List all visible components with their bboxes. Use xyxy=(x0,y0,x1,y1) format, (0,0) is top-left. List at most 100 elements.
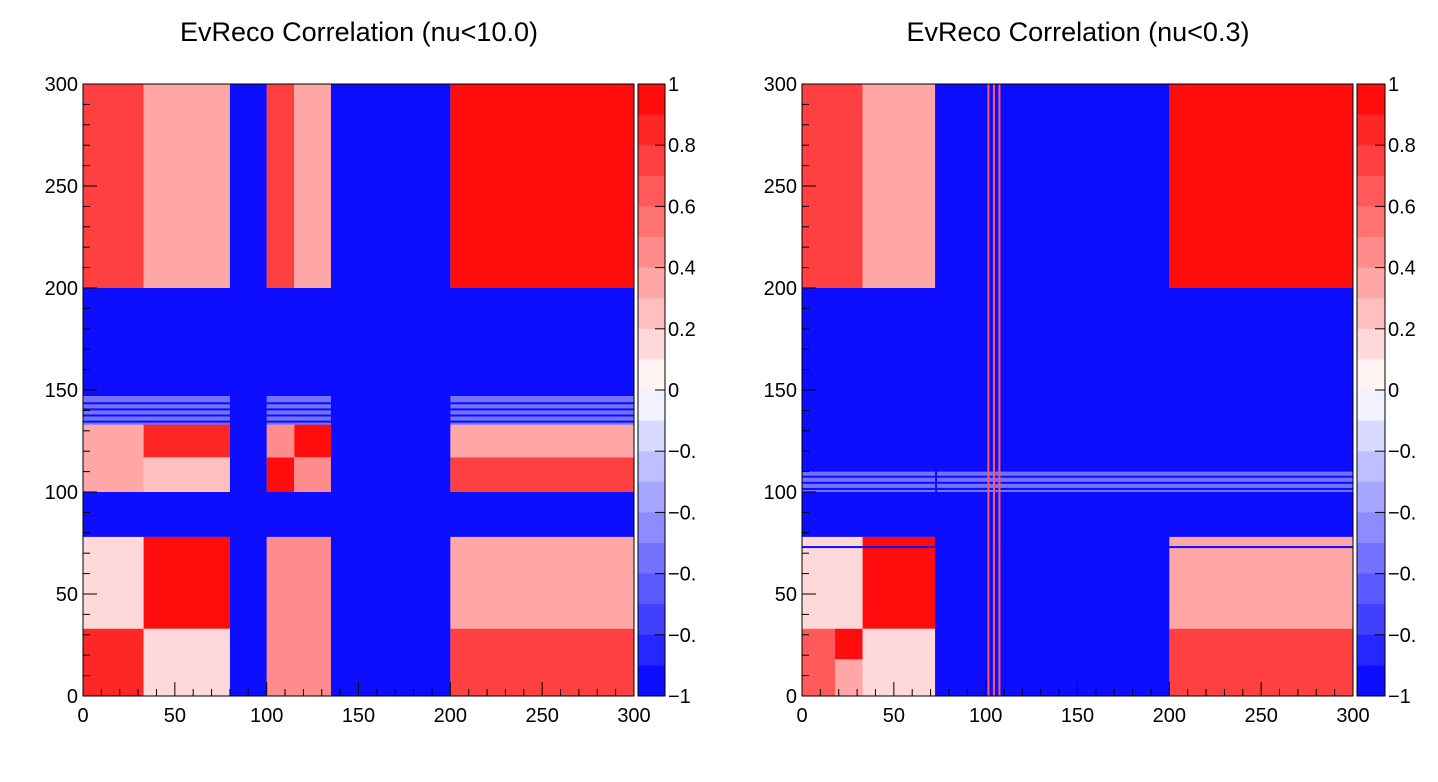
palette-swatch xyxy=(638,390,665,422)
x-tick-label: 300 xyxy=(1336,705,1369,727)
palette-swatch xyxy=(638,114,665,146)
palette-swatch xyxy=(1357,573,1385,605)
heatmap-row-line xyxy=(802,481,1353,484)
palette-tick-label: 0 xyxy=(1388,380,1399,402)
palette-tick-label: −0. xyxy=(1388,502,1416,524)
palette-tick-label: 0.6 xyxy=(1388,196,1416,218)
y-tick-label: 300 xyxy=(764,74,797,96)
heatmap-cell xyxy=(294,457,331,492)
palette-tick-label: 0.2 xyxy=(668,319,696,341)
x-tick-label: 300 xyxy=(617,705,650,727)
left-heatmap: 0 50 100 150 200 250 300 0 50 100 150 200 250 300 1 0.8… xyxy=(45,74,697,727)
palette-swatch xyxy=(638,328,665,360)
heatmap-row-line xyxy=(83,420,634,423)
y-tick-label: 200 xyxy=(45,278,78,300)
palette-tick-label: 1 xyxy=(1388,74,1399,96)
palette-swatch xyxy=(638,634,665,666)
heatmap-cell xyxy=(450,536,634,629)
heatmap-cell xyxy=(862,536,937,629)
palette-swatch xyxy=(1357,512,1385,544)
y-tick-label: 150 xyxy=(45,380,78,402)
heatmap-column-line xyxy=(987,84,990,696)
palette-tick-label: 0 xyxy=(668,380,679,402)
palette-swatch xyxy=(1357,267,1385,299)
heatmap-cell xyxy=(294,420,331,458)
x-tick-label: 200 xyxy=(1153,705,1186,727)
heatmap-cell xyxy=(143,457,230,492)
heatmap-cell xyxy=(936,84,1170,696)
heatmap-cell xyxy=(143,420,230,458)
heatmap-cell xyxy=(1169,84,1353,288)
x-tick-label: 150 xyxy=(1061,705,1094,727)
palette-swatch xyxy=(1357,206,1385,238)
heatmap-cell xyxy=(266,536,331,696)
heatmap-cell xyxy=(143,84,230,288)
palette-swatch xyxy=(638,420,665,452)
heatmap-cell xyxy=(83,420,144,492)
palette-swatch xyxy=(1357,175,1385,207)
palette-tick-label: −0. xyxy=(668,502,696,524)
y-tick-label: 100 xyxy=(45,482,78,504)
palette-swatch xyxy=(1357,145,1385,177)
heatmap-cell xyxy=(143,536,230,629)
palette-swatch xyxy=(1357,634,1385,666)
palette-tick-label: −0. xyxy=(1388,625,1416,647)
palette-swatch xyxy=(638,267,665,299)
right-heatmap: 0 50 100 150 200 250 300 0 50 100 150 200 250 300 1 0.8… xyxy=(764,74,1417,727)
heatmap-row-line xyxy=(802,487,1353,490)
palette-tick-label: 1 xyxy=(668,74,679,96)
heatmap-row-line xyxy=(802,546,1353,549)
left-panel: EvReco Correlation (nu<10.0) 0 50 100 150 20… xyxy=(45,17,697,727)
palette-swatch xyxy=(1357,451,1385,483)
palette-swatch xyxy=(1357,604,1385,636)
palette-swatch xyxy=(1357,298,1385,330)
palette-swatch xyxy=(638,543,665,575)
palette-tick-label: 0.8 xyxy=(1388,135,1416,157)
palette-tick-label: −0. xyxy=(668,564,696,586)
palette-swatch xyxy=(638,298,665,330)
palette-swatch xyxy=(638,206,665,238)
x-tick-label: 100 xyxy=(969,705,1002,727)
heatmap-cell xyxy=(450,84,634,288)
x-tick-label: 150 xyxy=(342,705,375,727)
palette-swatch xyxy=(638,145,665,177)
y-tick-label: 0 xyxy=(67,686,78,708)
right-panel: EvReco Correlation (nu<0.3) 0 50 100 150 200… xyxy=(764,17,1417,727)
palette-swatch xyxy=(1357,481,1385,513)
palette-swatch xyxy=(1357,84,1385,116)
palette-swatch xyxy=(638,175,665,207)
y-tick-label: 250 xyxy=(764,176,797,198)
y-tick-label: 100 xyxy=(764,482,797,504)
y-tick-label: 50 xyxy=(56,584,78,606)
left-chart-title: EvReco Correlation (nu<10.0) xyxy=(180,17,538,47)
palette-swatch xyxy=(1357,543,1385,575)
heatmap-cell xyxy=(450,457,634,492)
heatmap-cell xyxy=(294,84,331,288)
heatmap-cell xyxy=(450,420,634,458)
palette-swatch xyxy=(1357,390,1385,422)
palette-tick-label: −0. xyxy=(668,625,696,647)
palette-tick-label: −1 xyxy=(668,686,691,708)
x-tick-label: 50 xyxy=(164,705,186,727)
palette-swatch xyxy=(1357,359,1385,391)
palette-tick-label: 0.8 xyxy=(668,135,696,157)
heatmap-cell xyxy=(862,628,937,696)
heatmap-cell xyxy=(862,84,937,288)
x-tick-label: 100 xyxy=(250,705,283,727)
heatmap-cell xyxy=(802,536,863,629)
palette-swatch xyxy=(638,84,665,116)
heatmap-column-line xyxy=(334,84,337,696)
palette-tick-label: 0.6 xyxy=(668,196,696,218)
heatmap-column-line xyxy=(992,84,995,696)
y-tick-label: 250 xyxy=(45,176,78,198)
palette-swatch xyxy=(638,665,665,697)
heatmap-cell xyxy=(143,628,230,696)
x-tick-label: 250 xyxy=(1244,705,1277,727)
heatmap-column-line xyxy=(935,84,938,696)
x-tick-label: 0 xyxy=(796,705,807,727)
right-chart-title: EvReco Correlation (nu<0.3) xyxy=(907,17,1250,47)
palette-swatch xyxy=(638,451,665,483)
x-tick-label: 50 xyxy=(883,705,905,727)
y-tick-label: 150 xyxy=(764,380,797,402)
